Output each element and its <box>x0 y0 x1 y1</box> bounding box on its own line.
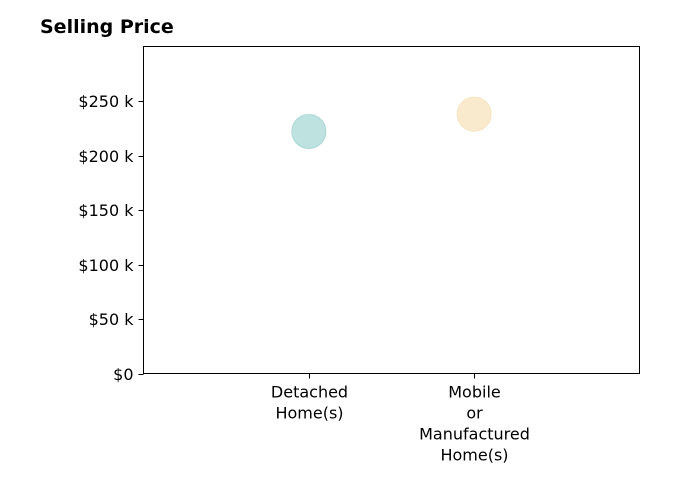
x-tick-label: Mobile or Manufactured Home(s) <box>419 383 530 465</box>
x-tick-label: Detached Home(s) <box>271 383 348 423</box>
y-axis: $0 $50 k $100 k $150 k $200 k $250 k <box>78 92 144 384</box>
y-tick-label: $50 k <box>89 310 135 329</box>
data-point <box>291 114 327 150</box>
y-tick-label: $100 k <box>78 256 134 275</box>
y-tick-label: $150 k <box>78 201 134 220</box>
data-point <box>456 96 492 132</box>
chart-title: Selling Price <box>40 16 174 38</box>
y-tick-label: $200 k <box>78 147 134 166</box>
x-axis: Detached Home(s) Mobile or Manufactured Home(… <box>271 373 530 465</box>
y-tick-label: $250 k <box>78 92 134 111</box>
data-points <box>291 96 492 150</box>
plot-frame <box>143 46 640 374</box>
y-tick-label: $0 <box>113 365 133 384</box>
